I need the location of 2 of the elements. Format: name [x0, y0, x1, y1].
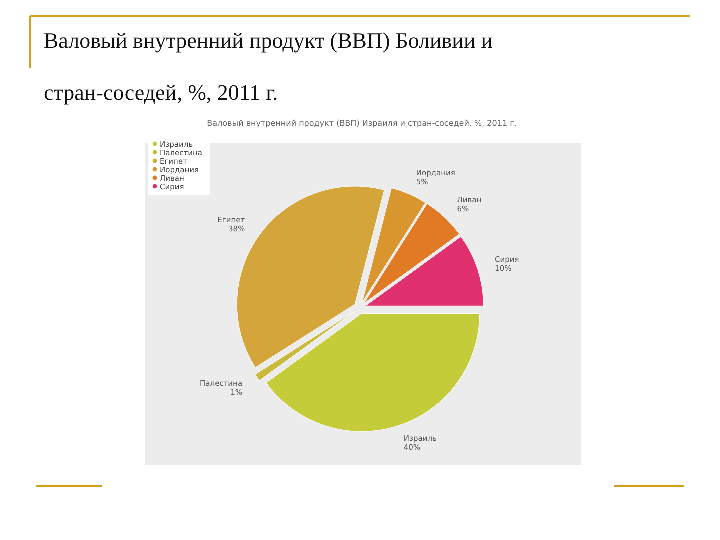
- chart-title: Валовый внутренний продукт (ВВП) Боливии и стран-соседей, %, 2011 г.: [44, 28, 493, 105]
- chart-subtitle: Валовый внутренний продукт (ВВП) Израиля и стран-соседей, %, 2011 г.: [207, 119, 517, 128]
